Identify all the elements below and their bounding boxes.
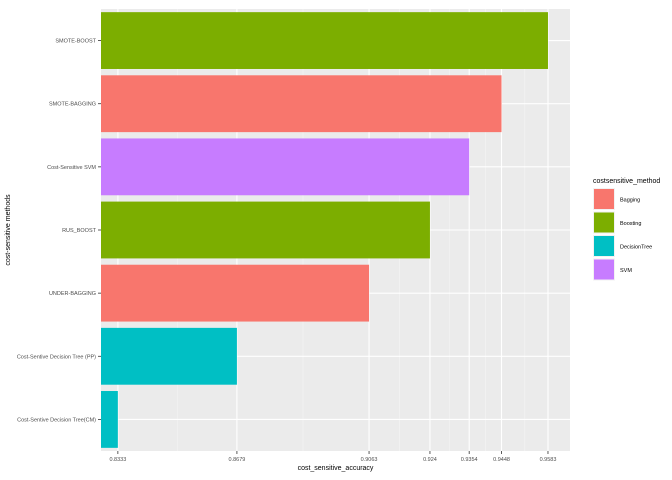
y-tick-label: SMOTE-BOOST bbox=[55, 39, 96, 45]
bar bbox=[101, 201, 430, 259]
legend-label: DecisionTree bbox=[620, 245, 652, 251]
y-axis-title: cost-sensitive methods bbox=[5, 194, 12, 266]
x-tick-label: 0.924 bbox=[423, 457, 437, 463]
bar bbox=[101, 75, 502, 133]
x-tick-label: 0.9354 bbox=[461, 457, 478, 463]
y-tick-label: Cost-Sentive Decision Tree (PP) bbox=[17, 354, 96, 360]
legend-label: Boosting bbox=[620, 221, 641, 227]
x-tick-label: 0.8679 bbox=[229, 457, 246, 463]
bar bbox=[101, 391, 118, 448]
legend-title: costsensitive_method bbox=[593, 178, 660, 185]
x-axis-title: cost_sensitive_accuracy bbox=[298, 465, 374, 472]
legend-swatch bbox=[594, 236, 614, 256]
x-tick-label: 0.9583 bbox=[540, 457, 557, 463]
x-axis-ticks: 0.8333 0.8679 0.9063 0.924 0.9354 0.9448 0.958… bbox=[109, 451, 556, 463]
y-tick-label: SMOTE-BAGGING bbox=[49, 102, 96, 108]
legend-swatch bbox=[594, 189, 614, 209]
legend-swatch bbox=[594, 259, 614, 280]
legend-label: SVM bbox=[620, 268, 632, 274]
legend: costsensitive_method Bagging Boosting Deci… bbox=[593, 178, 660, 281]
y-tick-label: UNDER-BAGGING bbox=[49, 291, 96, 297]
bar bbox=[101, 327, 237, 385]
x-tick-label: 0.9448 bbox=[493, 457, 510, 463]
bar bbox=[101, 12, 548, 69]
y-tick-label: RUS_BOOST bbox=[62, 228, 97, 234]
bar bbox=[101, 264, 370, 322]
bar bbox=[101, 138, 470, 196]
legend-label: Bagging bbox=[620, 198, 640, 204]
legend-swatch bbox=[594, 212, 614, 233]
x-tick-label: 0.9063 bbox=[361, 457, 378, 463]
y-tick-label: Cost-Sensitive SVM bbox=[47, 165, 96, 171]
y-tick-label: Cost-Sentive Decision Tree(CM) bbox=[17, 417, 96, 423]
x-tick-label: 0.8333 bbox=[109, 457, 126, 463]
y-axis-ticks: SMOTE-BOOST SMOTE-BAGGING Cost-Sensitive S… bbox=[17, 39, 101, 423]
bars bbox=[101, 12, 548, 448]
